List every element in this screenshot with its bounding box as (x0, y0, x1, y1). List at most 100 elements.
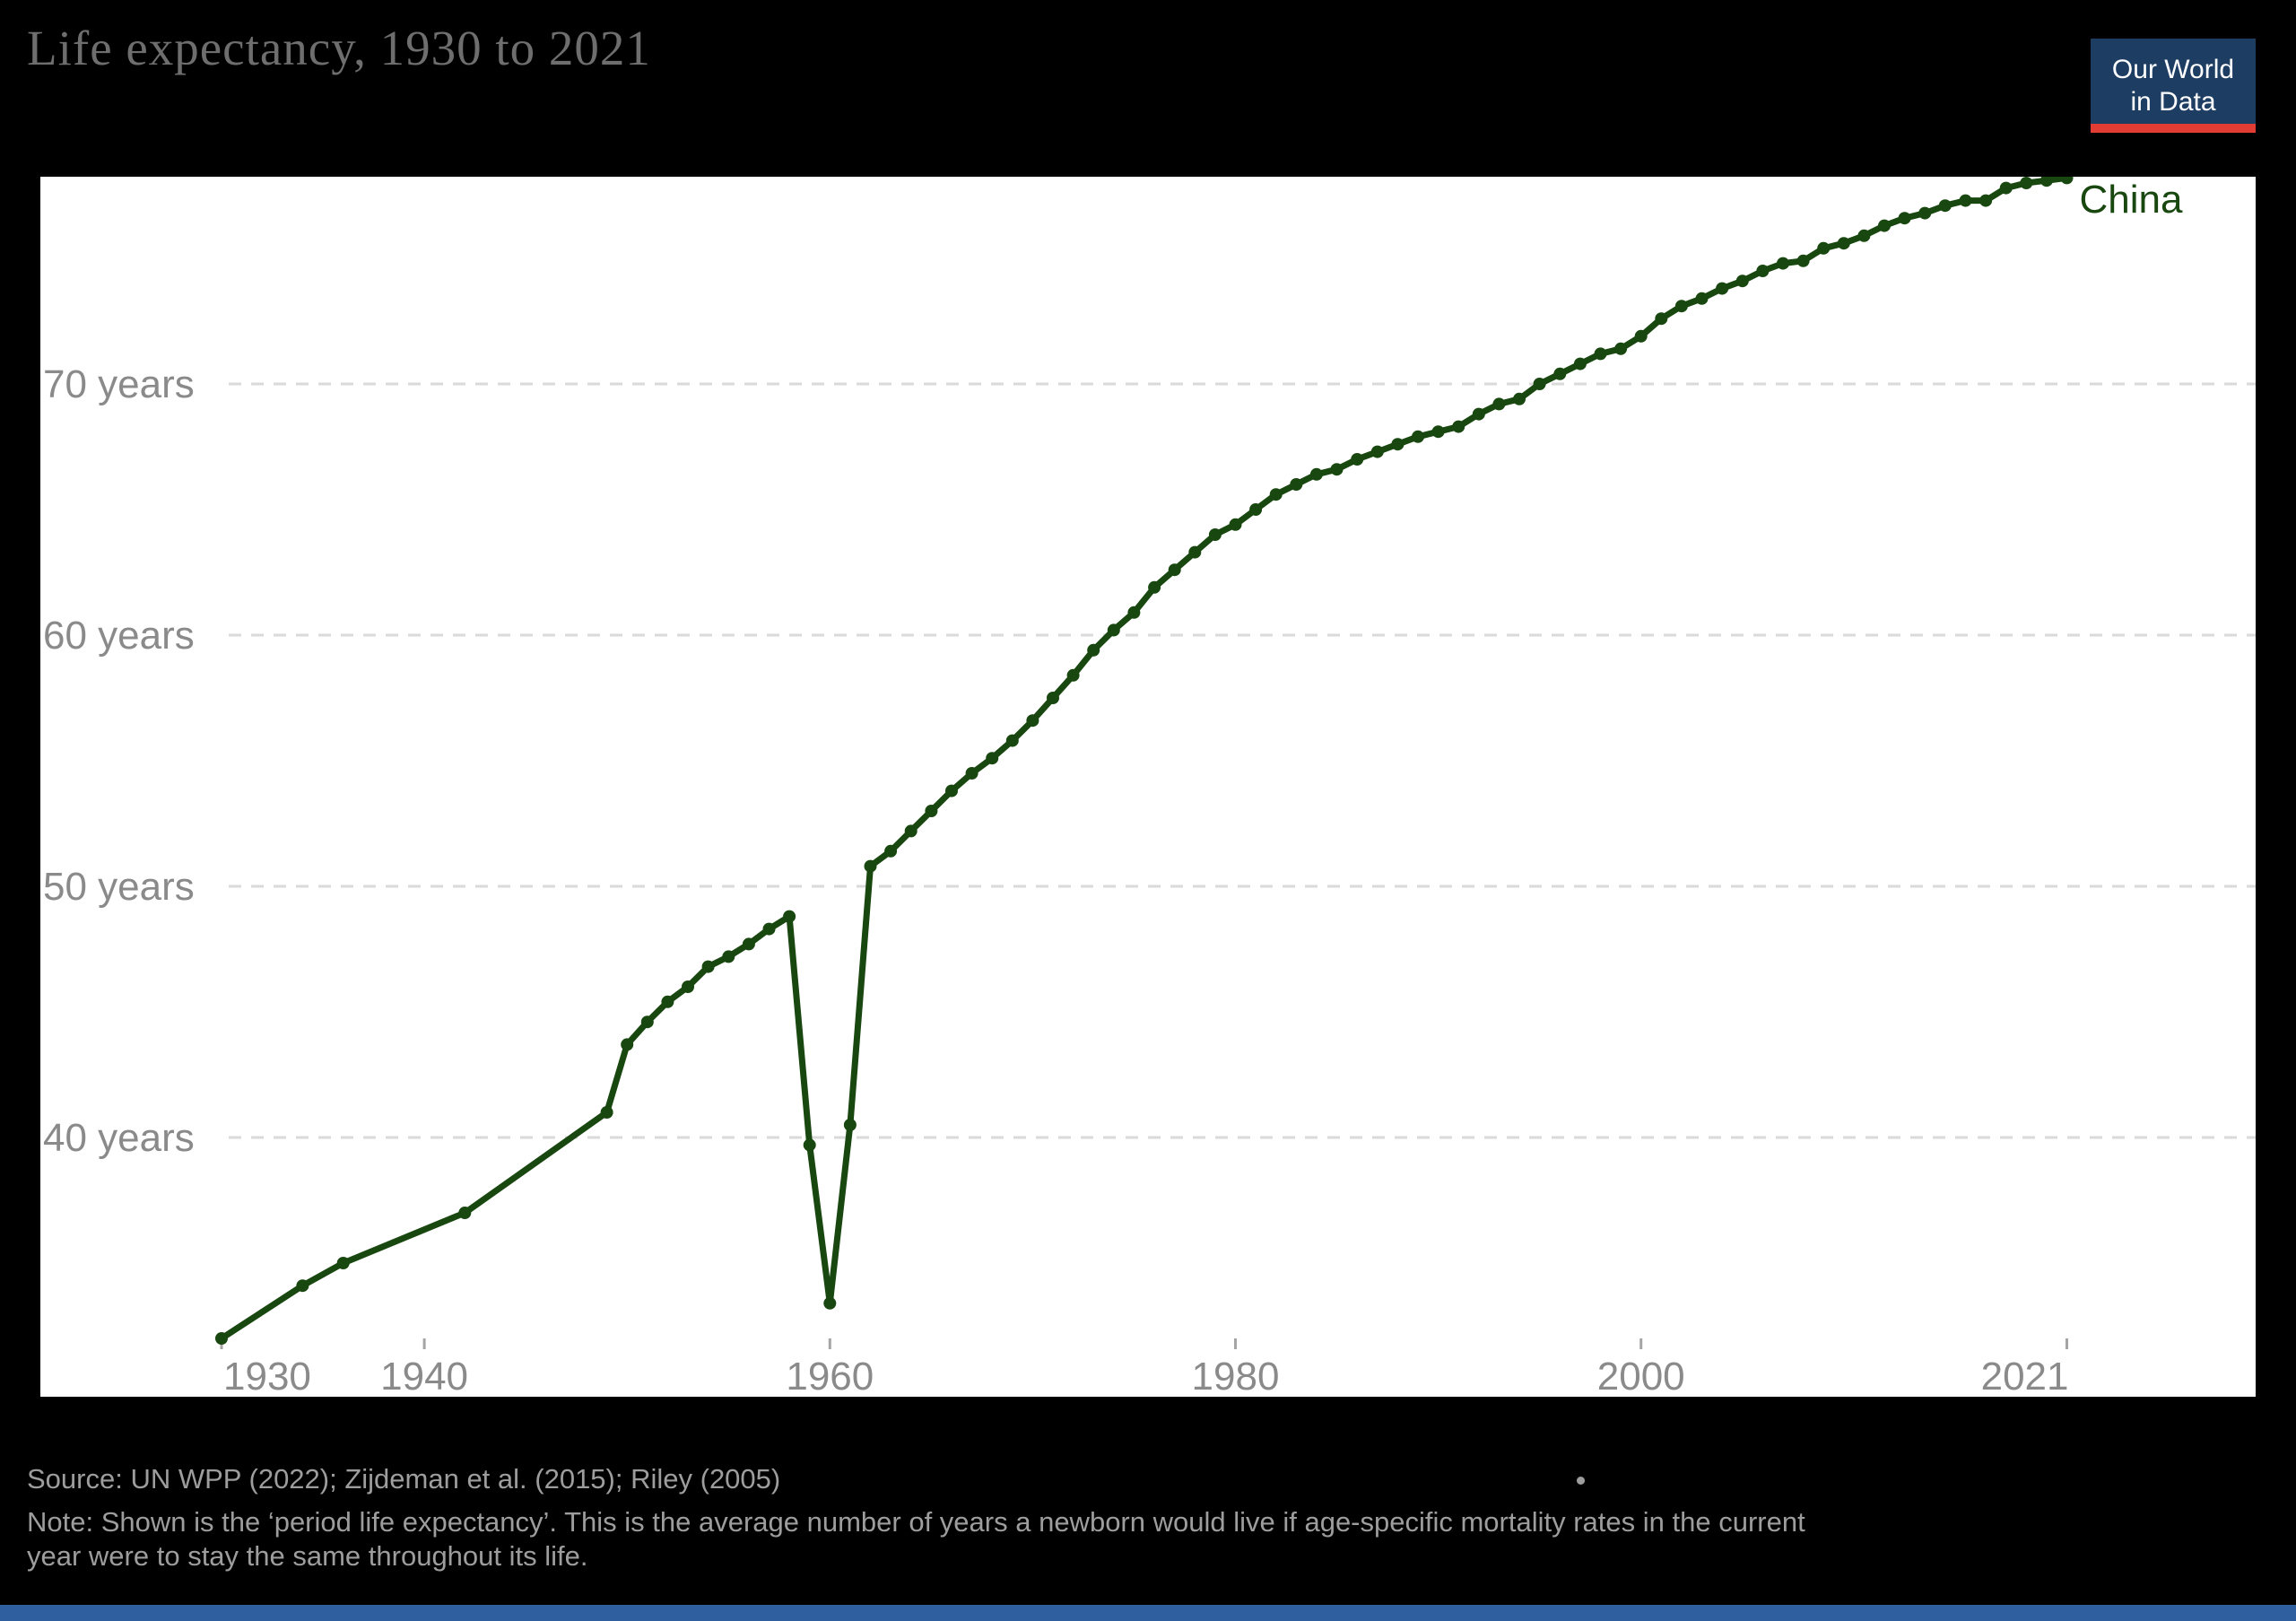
data-point (1472, 407, 1485, 421)
source-text: Source: UN WPP (2022); Zijdeman et al. (… (27, 1463, 781, 1495)
data-point (986, 752, 999, 765)
data-point (1351, 453, 1364, 466)
data-point (742, 937, 755, 951)
data-point (1756, 265, 1770, 277)
data-point (1857, 229, 1871, 242)
data-point (661, 995, 674, 1008)
data-point (1047, 692, 1059, 704)
x-axis-label: 1940 (380, 1355, 468, 1397)
x-axis-label: 2000 (1597, 1355, 1685, 1397)
data-point (1026, 714, 1039, 728)
data-point (1716, 282, 1729, 295)
data-point (1655, 312, 1668, 326)
chart-footer: Source: UN WPP (2022); Zijdeman et al. (… (27, 1462, 2278, 1573)
data-point (1492, 397, 1506, 411)
data-point (864, 859, 877, 873)
data-point (722, 950, 735, 963)
data-point (1513, 392, 1526, 405)
data-point (336, 1257, 350, 1269)
data-point (1066, 668, 1080, 682)
data-point (1898, 212, 1911, 225)
data-point (296, 1279, 309, 1293)
x-axis-label: 1960 (786, 1355, 874, 1397)
data-point (1087, 643, 1100, 657)
page-title: Life expectancy, 1930 to 2021 (27, 21, 651, 75)
data-point (1634, 329, 1648, 343)
data-point (621, 1038, 634, 1051)
data-point (1370, 445, 1384, 458)
data-point (600, 1106, 613, 1119)
owid-logo-line2: in Data (2130, 86, 2216, 117)
footer-separator-dot (1577, 1477, 1585, 1485)
data-point (1107, 623, 1120, 637)
owid-logo-red-bar (2091, 124, 2256, 133)
data-point (1452, 420, 1465, 433)
data-point (1594, 347, 1607, 361)
data-point (1188, 545, 1202, 559)
owid-logo-line1: Our World (2111, 54, 2235, 84)
y-axis-label: 40 years (43, 1116, 195, 1160)
data-point (1918, 206, 1932, 220)
data-point (884, 844, 898, 858)
data-point (1208, 528, 1222, 541)
life-expectancy-line-chart: 40 years 50 years 60 years 70 years 1930 1940… (43, 177, 2256, 1397)
data-point (1391, 438, 1405, 451)
data-point (1959, 194, 1972, 207)
data-point (1878, 219, 1891, 232)
data-point (1573, 357, 1587, 370)
data-point (843, 1119, 857, 1131)
chart-plot-area: 40 years 50 years 60 years 70 years 1930 1940… (40, 177, 2256, 1397)
data-point (783, 910, 796, 923)
data-point (682, 980, 694, 993)
data-point (1330, 463, 1344, 476)
data-point (1777, 257, 1789, 270)
bottom-blue-bar (0, 1605, 2296, 1621)
data-point (640, 1015, 654, 1029)
owid-logo[interactable]: Our World in Data (2091, 39, 2256, 133)
data-point (1005, 734, 1019, 747)
series-line (218, 177, 2070, 1342)
data-point (1817, 241, 1831, 255)
data-point (215, 1332, 228, 1345)
data-point (925, 805, 938, 817)
data-point (1837, 237, 1850, 250)
data-point (1269, 488, 1283, 501)
data-point (1796, 254, 1810, 267)
y-axis-label: 50 years (43, 865, 195, 909)
data-point (1735, 275, 1749, 288)
data-point (1979, 194, 1993, 207)
note-text-line2: year were to stay the same throughout it… (27, 1540, 588, 1572)
x-axis-label: 2021 (1981, 1355, 2069, 1397)
data-point (1168, 563, 1181, 577)
y-axis-label: 70 years (43, 362, 195, 406)
data-point (458, 1207, 472, 1219)
data-point (1290, 478, 1303, 491)
data-point (1431, 425, 1445, 439)
x-axis-label: 1980 (1192, 1355, 1280, 1397)
data-point (1148, 580, 1161, 594)
data-point (1614, 342, 1628, 355)
data-point (965, 767, 978, 780)
data-point (2020, 177, 2033, 189)
data-point (1412, 430, 1424, 443)
data-point (1533, 378, 1546, 390)
note-text-line1: Note: Shown is the ‘period life expectan… (27, 1506, 1805, 1538)
data-point (1938, 199, 1952, 213)
data-point (1309, 467, 1323, 481)
data-point (1553, 367, 1567, 380)
data-point (803, 1138, 816, 1152)
data-point (945, 784, 958, 797)
data-point (1695, 292, 1709, 305)
data-point (823, 1296, 837, 1310)
data-point (1674, 300, 1688, 313)
data-point (1127, 606, 1141, 619)
data-point (1999, 181, 2013, 195)
data-point (1249, 503, 1263, 516)
y-axis-label: 60 years (43, 614, 195, 658)
data-point (904, 824, 918, 838)
x-axis-label: 1930 (223, 1355, 311, 1397)
data-point (701, 960, 715, 973)
series-end-label: China (2080, 178, 2183, 222)
data-point (2060, 177, 2074, 185)
